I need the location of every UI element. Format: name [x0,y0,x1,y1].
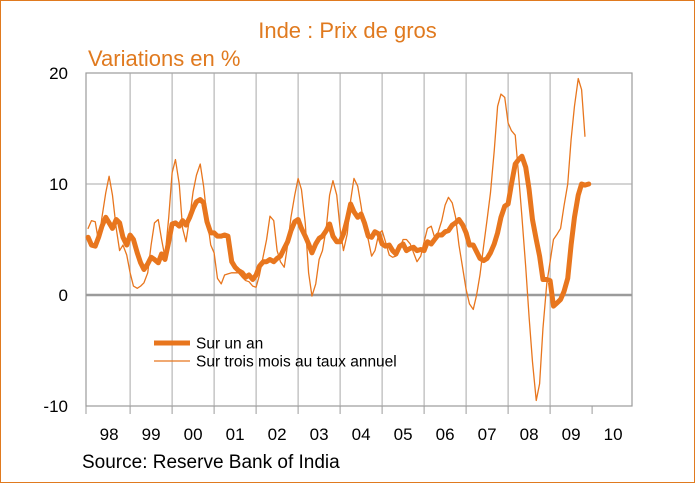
plot-area [85,72,633,407]
x-tick-label: 03 [310,425,329,444]
x-tick-label: 09 [562,425,581,444]
series-line-sur-trois-mois [87,77,586,402]
x-tick-label: 98 [100,425,119,444]
x-tick-label: 04 [352,425,371,444]
legend-label: Sur trois mois au taux annuel [196,354,397,371]
y-tick-label: -10 [43,397,68,416]
legend-label: Sur un an [196,336,263,353]
chart-subtitle: Variations en % [88,46,241,71]
x-tick-label: 00 [184,425,203,444]
chart-title: Inde : Prix de gros [258,18,437,43]
y-tick-label: 0 [59,286,68,305]
x-tick-label: 02 [268,425,287,444]
x-tick-label: 07 [478,425,497,444]
x-tick-label: 06 [436,425,455,444]
x-tick-label: 08 [520,425,539,444]
x-tick-label: 01 [226,425,245,444]
x-tick-label: 99 [142,425,161,444]
y-tick-label: 20 [49,64,68,83]
x-tick-label: 05 [394,425,413,444]
x-tick-label: 10 [604,425,623,444]
series-line-sur-un-an [85,153,592,309]
chart-source: Source: Reserve Bank of India [82,452,340,473]
y-tick-label: 10 [49,175,68,194]
